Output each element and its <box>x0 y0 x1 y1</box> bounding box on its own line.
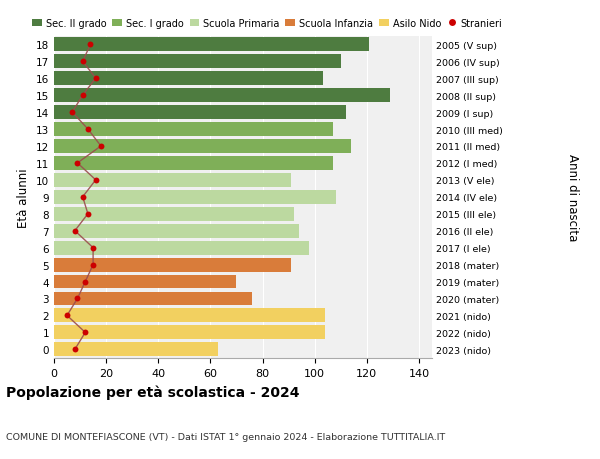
Point <box>67 109 77 117</box>
Point <box>88 245 98 252</box>
Point <box>96 143 106 150</box>
Bar <box>54 38 370 52</box>
Bar <box>54 309 325 323</box>
Point <box>91 75 101 83</box>
Point <box>91 177 101 184</box>
Bar <box>54 326 325 340</box>
Y-axis label: Anni di nascita: Anni di nascita <box>566 154 580 241</box>
Point <box>73 295 82 302</box>
Point <box>78 92 88 100</box>
Point <box>88 261 98 269</box>
Point <box>70 346 80 353</box>
Point <box>62 312 72 319</box>
Legend: Sec. II grado, Sec. I grado, Scuola Primaria, Scuola Infanzia, Asilo Nido, Stran: Sec. II grado, Sec. I grado, Scuola Prim… <box>32 19 502 28</box>
Point <box>80 278 90 285</box>
Point <box>80 329 90 336</box>
Y-axis label: Età alunni: Età alunni <box>17 168 31 227</box>
Bar <box>54 55 341 69</box>
Bar <box>54 140 351 154</box>
Bar <box>54 174 291 187</box>
Bar <box>54 207 294 221</box>
Bar <box>54 275 236 289</box>
Point <box>73 160 82 167</box>
Point <box>86 41 95 49</box>
Bar <box>54 106 346 120</box>
Bar <box>54 190 335 204</box>
Bar <box>54 224 299 238</box>
Bar <box>54 241 310 255</box>
Bar <box>54 89 390 103</box>
Bar <box>54 123 333 137</box>
Point <box>78 194 88 201</box>
Bar <box>54 292 252 306</box>
Point <box>83 211 92 218</box>
Bar <box>54 72 323 86</box>
Bar <box>54 258 291 272</box>
Point <box>78 58 88 66</box>
Bar <box>54 157 333 170</box>
Point <box>83 126 92 134</box>
Text: COMUNE DI MONTEFIASCONE (VT) - Dati ISTAT 1° gennaio 2024 - Elaborazione TUTTITA: COMUNE DI MONTEFIASCONE (VT) - Dati ISTA… <box>6 431 445 441</box>
Bar <box>54 342 218 357</box>
Text: Popolazione per età scolastica - 2024: Popolazione per età scolastica - 2024 <box>6 385 299 399</box>
Point <box>70 228 80 235</box>
